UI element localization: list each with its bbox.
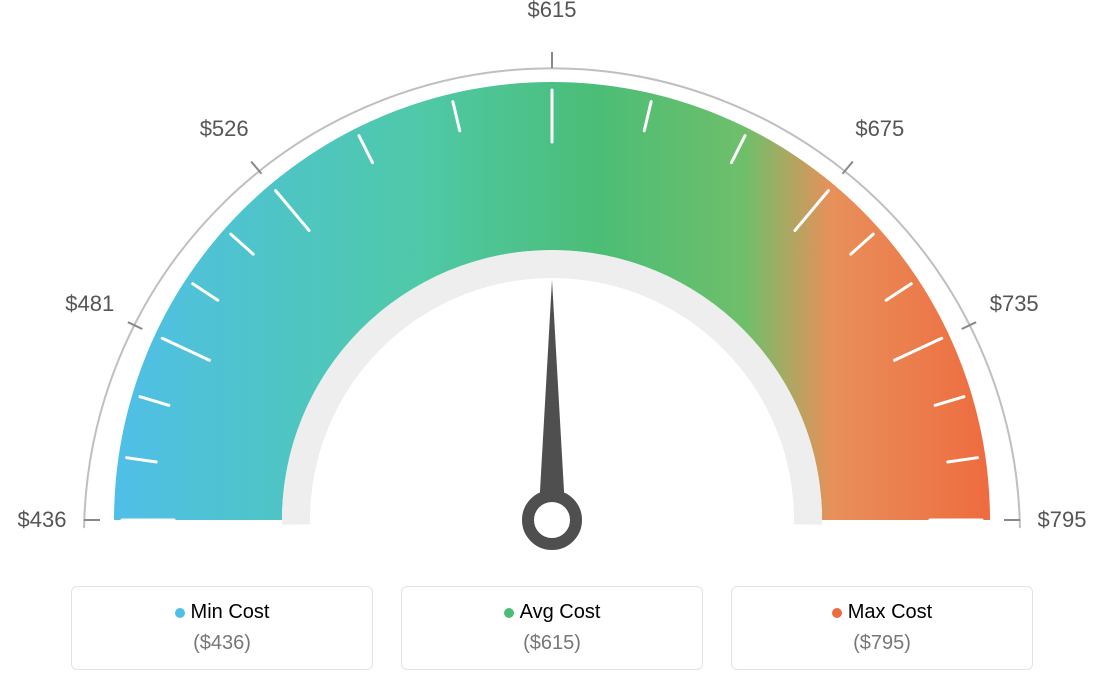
legend-value-min: ($436) <box>72 632 372 655</box>
legend-dot-min <box>175 608 185 618</box>
legend-label-avg: Avg Cost <box>520 601 601 623</box>
legend-card-max: Max Cost ($795) <box>731 586 1033 670</box>
gauge-tick-label: $795 <box>1038 507 1087 533</box>
gauge-tick-label: $615 <box>528 0 577 23</box>
gauge-tick-label: $436 <box>18 507 67 533</box>
legend-dot-max <box>832 608 842 618</box>
legend-label-max: Max Cost <box>848 601 932 623</box>
gauge-area: $436 $481 $526 $615 $675 $735 $795 <box>0 0 1104 560</box>
gauge-tick-label: $735 <box>990 291 1039 317</box>
legend-dot-avg <box>504 608 514 618</box>
gauge-tick-label: $481 <box>65 291 114 317</box>
gauge-tick-label: $675 <box>855 116 904 142</box>
legend-card-avg: Avg Cost ($615) <box>401 586 703 670</box>
legend-card-min: Min Cost ($436) <box>71 586 373 670</box>
cost-gauge-chart: $436 $481 $526 $615 $675 $735 $795 Min Cost ($… <box>0 0 1104 690</box>
gauge-svg <box>0 0 1104 560</box>
legend-title-avg: Avg Cost <box>402 601 702 624</box>
legend-value-max: ($795) <box>732 632 1032 655</box>
legend-title-min: Min Cost <box>72 601 372 624</box>
legend-label-min: Min Cost <box>191 601 270 623</box>
gauge-tick-label: $526 <box>200 116 249 142</box>
legend-title-max: Max Cost <box>732 601 1032 624</box>
legend-value-avg: ($615) <box>402 632 702 655</box>
legend-row: Min Cost ($436) Avg Cost ($615) Max Cost… <box>0 586 1104 670</box>
